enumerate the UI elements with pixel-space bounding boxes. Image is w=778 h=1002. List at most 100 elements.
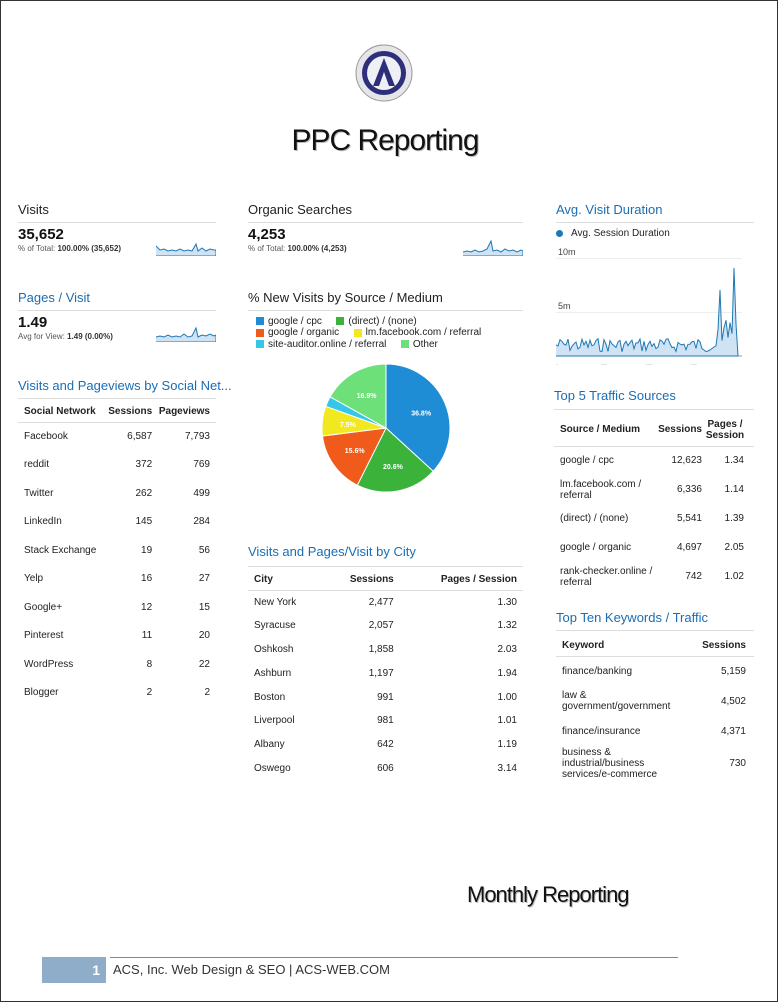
gridline [556, 258, 742, 259]
table-cell: 6,336 [676, 484, 702, 495]
table-cell: 730 [729, 758, 746, 769]
divider [248, 222, 523, 223]
column-header: Sessions [658, 424, 702, 436]
table-cell: (direct) / (none) [560, 513, 629, 524]
visits-value: 35,652 [18, 226, 64, 243]
legend-item: lm.facebook.com / referral [353, 327, 481, 338]
table-cell: Twitter [24, 487, 54, 499]
table-row: Liverpool 981 1.01 [248, 709, 523, 733]
column-header: Pageviews [158, 406, 210, 418]
table-cell: 16 [141, 573, 153, 585]
city-table: City Sessions Pages / Session New York 2,… [248, 570, 523, 780]
company-logo [355, 44, 413, 102]
avg-duration-legend: Avg. Session Duration [556, 228, 670, 239]
table-cell: 2.03 [497, 643, 517, 655]
pie-chart: 36.8% 20.6% 15.6% 7.5% 16.9% [321, 363, 451, 493]
divider [554, 409, 754, 410]
keywords-title: Top Ten Keywords / Traffic [556, 610, 708, 625]
table-cell: Blogger [24, 687, 59, 699]
table-row: law & government/government 4,502 [556, 686, 754, 716]
table-cell: Oswego [254, 762, 291, 774]
column-header: Keyword [562, 640, 605, 652]
table-cell: 606 [377, 762, 394, 774]
footer-text: ACS, Inc. Web Design & SEO | ACS-WEB.COM [113, 962, 390, 977]
table-cell: 8 [146, 658, 153, 670]
column-header: City [254, 574, 273, 586]
pie-legend: google / cpc (direct) / (none) google / … [256, 315, 524, 350]
organic-title: Organic Searches [248, 202, 353, 217]
svg-text:·: · [556, 362, 558, 368]
table-cell: New York [254, 596, 297, 608]
pie-slice [329, 363, 387, 429]
pie-slice [356, 427, 434, 493]
table-cell: 642 [377, 739, 394, 751]
table-cell: 991 [377, 691, 394, 703]
table-row: Pinterest 11 20 [18, 622, 216, 651]
visits-sparkline [156, 242, 216, 256]
table-cell: 22 [198, 658, 210, 670]
table-cell: 5,159 [720, 665, 746, 677]
social-table: Social Network Sessions Pageviews Facebo… [18, 402, 216, 707]
table-cell: 769 [193, 459, 210, 471]
table-row: Blogger 2 2 [18, 679, 216, 708]
table-cell: 372 [135, 459, 153, 471]
table-cell: 3.14 [497, 762, 517, 774]
legend-dot-icon [556, 230, 563, 237]
table-header-row: City Sessions Pages / Session [248, 570, 523, 590]
table-cell: Stack Exchange [24, 544, 97, 556]
table-row: Yelp 16 27 [18, 565, 216, 594]
table-cell: rank-checker.online / referral [560, 565, 653, 588]
table-cell: 742 [685, 571, 702, 582]
pages-visit-title: Pages / Visit [18, 290, 91, 305]
table-cell: 1.19 [497, 739, 517, 751]
table-row: google / organic 4,697 2.05 [554, 533, 754, 562]
table-cell: 1.32 [497, 620, 517, 632]
table-cell: 6,587 [127, 431, 153, 442]
svg-text:···: ··· [691, 362, 697, 368]
table-cell: Oshkosh [254, 643, 294, 655]
pie-title: % New Visits by Source / Medium [248, 290, 443, 305]
table-cell: Syracuse [254, 620, 296, 632]
table-cell: 20 [198, 630, 210, 642]
table-row: rank-checker.online / referral 742 1.02 [554, 562, 754, 591]
table-cell: Yelp [24, 573, 44, 585]
monthly-reporting-label: Monthly Reporting [467, 882, 630, 907]
divider [18, 310, 216, 311]
legend-item: site-auditor.online / referral [256, 339, 386, 350]
table-cell: 4,502 [720, 695, 746, 707]
table-cell: 284 [193, 516, 210, 528]
table-cell: 4,697 [676, 542, 702, 553]
table-cell: Google+ [24, 601, 63, 613]
table-cell: 2,477 [368, 596, 394, 608]
traffic-table: Source / Medium Sessions Pages / Session… [554, 414, 754, 591]
footer-line [110, 957, 678, 958]
traffic-title: Top 5 Traffic Sources [554, 388, 676, 403]
gridline [556, 312, 742, 313]
table-cell: 1.02 [724, 571, 744, 582]
table-cell: 145 [135, 516, 153, 528]
table-cell: 12,623 [671, 455, 702, 467]
table-cell: reddit [24, 459, 50, 471]
table-cell: 5,541 [676, 513, 702, 524]
pie-slice-label: 20.6% [383, 464, 404, 471]
table-cell: 56 [198, 544, 210, 556]
divider [556, 630, 754, 631]
table-row: Syracuse 2,057 1.32 [248, 614, 523, 638]
table-cell: Pinterest [24, 630, 64, 642]
keywords-table: Keyword Sessions finance/banking 5,159 law… [556, 636, 754, 781]
svg-text:···: ··· [646, 362, 652, 368]
svg-text:···: ··· [601, 362, 607, 368]
table-header-row: Source / Medium Sessions Pages / Session [554, 414, 754, 446]
table-row: Oshkosh 1,858 2.03 [248, 638, 523, 662]
table-cell: google / organic [560, 542, 632, 553]
column-header: Sessions [108, 406, 153, 418]
table-cell: Albany [254, 739, 285, 751]
table-cell: Facebook [24, 431, 68, 442]
table-cell: 1.39 [724, 513, 744, 524]
table-cell: 15 [198, 601, 210, 613]
pie-slice-label: 15.6% [345, 448, 366, 455]
table-cell: 2 [146, 687, 153, 699]
legend-item: google / organic [256, 327, 339, 338]
table-cell: 499 [193, 487, 210, 499]
column-header: Pages / Session [705, 418, 745, 441]
